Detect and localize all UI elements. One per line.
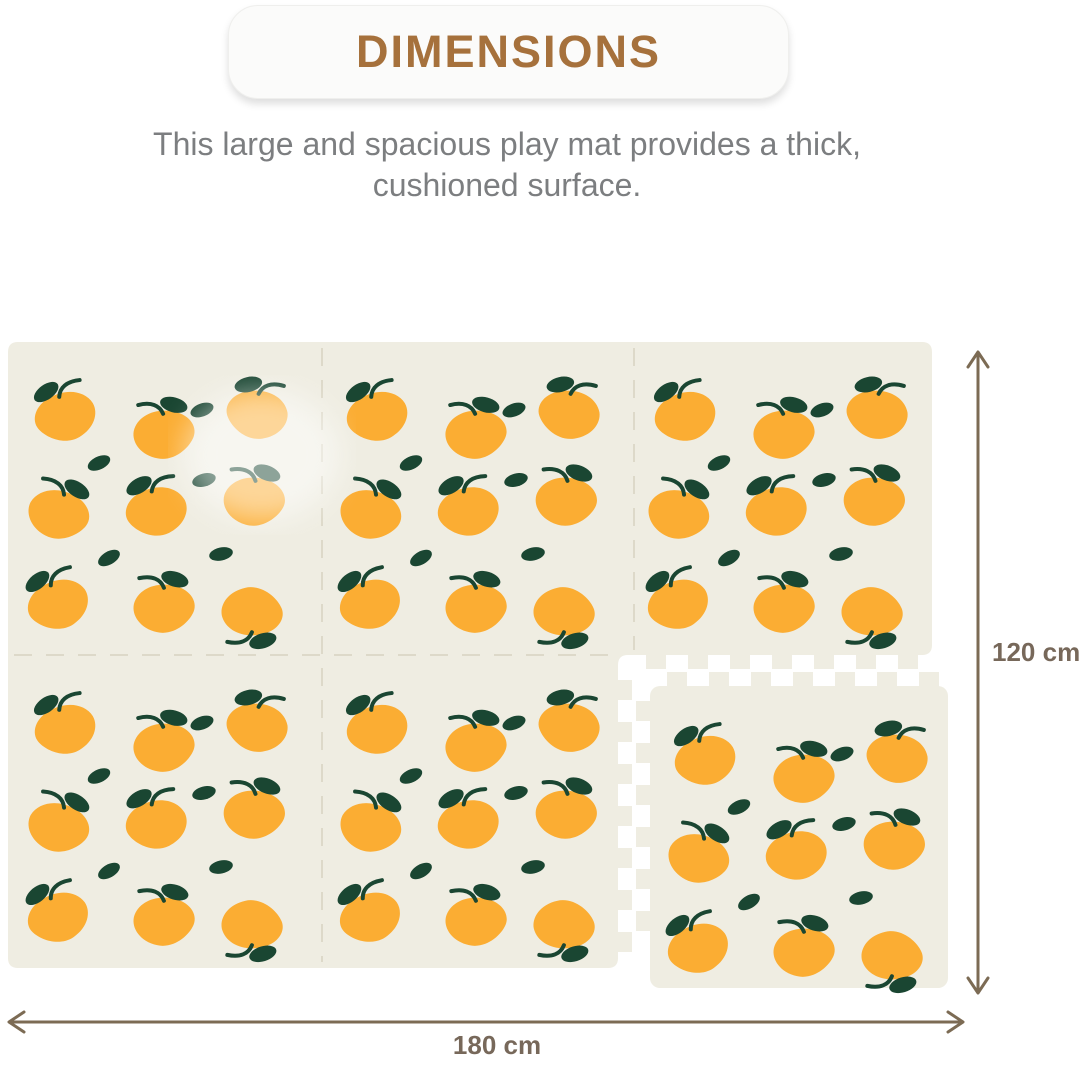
subtitle: This large and spacious play mat provide… (67, 124, 947, 206)
mat-tile (331, 682, 607, 969)
title-pill: DIMENSIONS (228, 5, 789, 99)
page-title: DIMENSIONS (355, 26, 662, 77)
subtitle-line-1: This large and spacious play mat provide… (153, 126, 861, 162)
play-mat (8, 342, 932, 969)
width-dimension-arrow (7, 1010, 965, 1034)
mat-tile (659, 713, 935, 1000)
mat-tile (331, 369, 607, 656)
height-dimension-label: 120 cm (992, 637, 1080, 667)
height-dimension-arrow (966, 350, 990, 995)
detached-tile-left-teeth (636, 701, 652, 931)
mat-tile (19, 682, 295, 969)
puzzle-teeth-bottom-of-top-right-tile (646, 655, 918, 669)
puzzle-teeth-right-of-bottom-middle-tile (618, 680, 632, 952)
glare-highlight (184, 389, 340, 521)
detached-tile-top-teeth (667, 672, 939, 688)
mat-tile (639, 369, 915, 656)
detached-tile (636, 672, 948, 1000)
width-dimension-label: 180 cm (452, 1030, 542, 1060)
subtitle-line-2: cushioned surface. (372, 166, 642, 203)
